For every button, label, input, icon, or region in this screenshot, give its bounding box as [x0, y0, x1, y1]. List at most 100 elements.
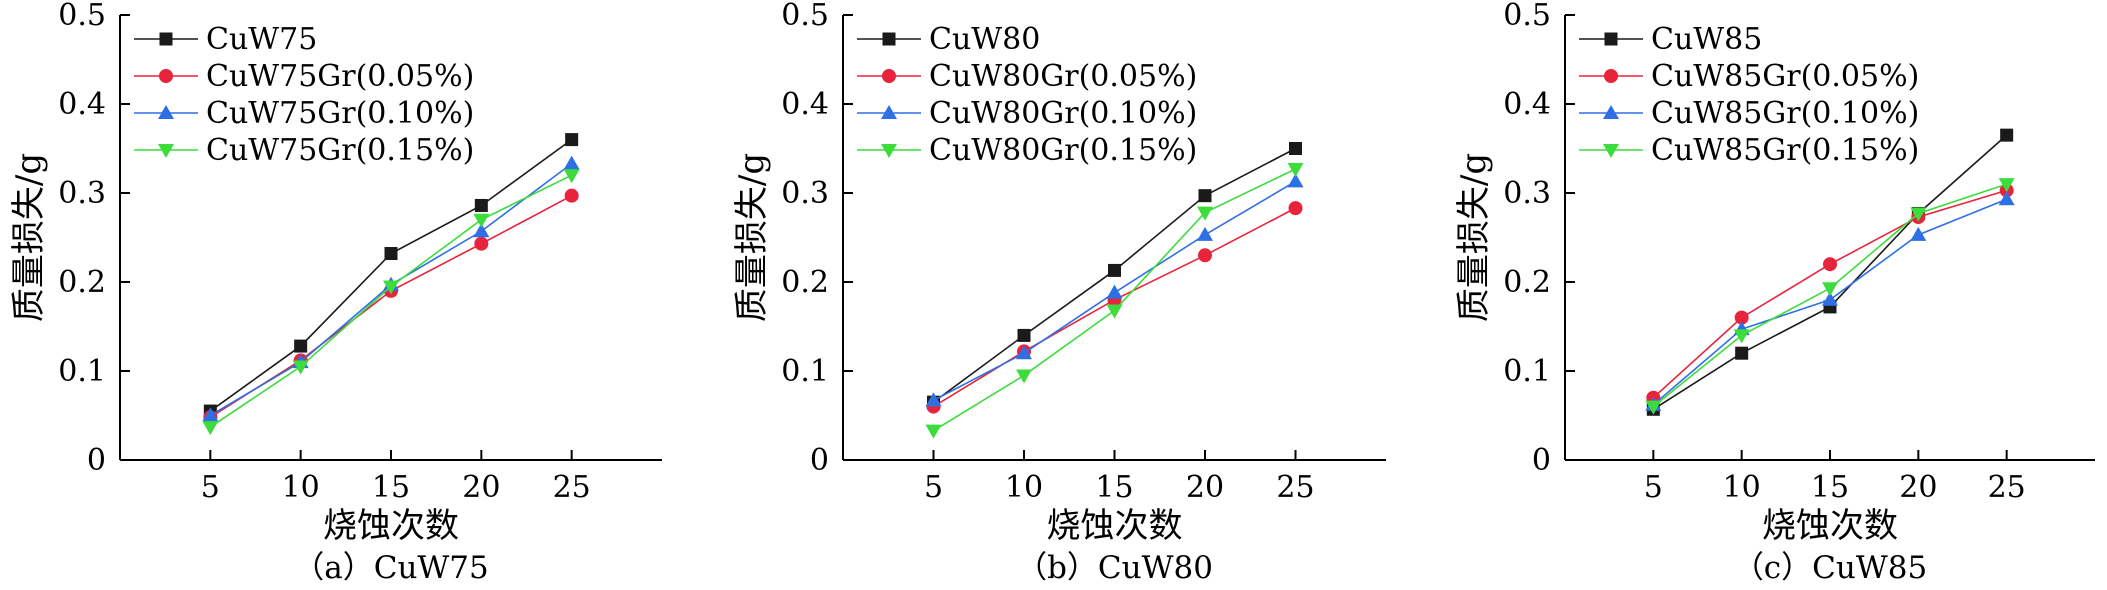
legend-marker [1604, 32, 1618, 46]
data-point [1289, 142, 1302, 155]
legend-label: CuW80 [929, 22, 1040, 57]
y-tick-label: 0.1 [781, 354, 829, 389]
data-point [1998, 178, 2015, 193]
legend-label: CuW75Gr(0.15%) [206, 133, 474, 168]
legend-item: CuW85Gr(0.10%) [1579, 96, 1919, 131]
legend: CuW85CuW85Gr(0.05%)CuW85Gr(0.10%)CuW85Gr… [1579, 22, 1919, 168]
series-3 [925, 173, 1304, 407]
series-1 [927, 142, 1302, 409]
x-tick-label: 15 [372, 470, 410, 505]
legend-item: CuW75 [134, 22, 317, 57]
legend-marker [1603, 105, 1619, 119]
y-tick-label: 0.3 [1503, 176, 1551, 211]
y-tick-label: 0.1 [58, 354, 106, 389]
data-point [564, 188, 579, 203]
data-point [1733, 329, 1750, 344]
data-point [1108, 263, 1121, 277]
y-tick-label: 0.4 [781, 87, 829, 122]
x-tick-label: 10 [1723, 470, 1761, 505]
legend: CuW75CuW75Gr(0.05%)CuW75Gr(0.10%)CuW75Gr… [134, 22, 474, 168]
series-line [209, 174, 573, 428]
data-point [1016, 369, 1032, 384]
legend-item: CuW85Gr(0.15%) [1579, 133, 1919, 168]
x-tick-label: 20 [462, 470, 500, 505]
y-tick-label: 0.5 [58, 0, 106, 33]
legend-item: CuW80Gr(0.10%) [857, 96, 1197, 131]
y-tick-label: 0.2 [781, 265, 829, 300]
x-tick-label: 25 [1988, 470, 2026, 505]
series-2 [203, 188, 579, 425]
data-point [563, 155, 580, 170]
legend-label: CuW80Gr(0.15%) [929, 133, 1197, 168]
x-tick-label: 10 [282, 470, 320, 505]
data-point [292, 360, 309, 375]
legend-label: CuW75Gr(0.10%) [206, 96, 474, 131]
data-point [925, 424, 942, 439]
data-point [1823, 257, 1837, 272]
legend-label: CuW80Gr(0.05%) [929, 59, 1197, 94]
legend-marker [1604, 69, 1618, 83]
x-tick-label: 10 [1005, 470, 1043, 505]
legend-marker [881, 105, 897, 119]
data-point [384, 247, 398, 261]
legend-label: CuW80Gr(0.10%) [929, 96, 1197, 131]
y-tick-label: 0.5 [1503, 0, 1551, 33]
chart-panel-1: 0 0.1 0.2 0.3 0.4 0.5 5 10 15 20 25 烧蚀次数 质量损失/g （a）Cu… [9, 0, 662, 586]
y-tick-label: 0.4 [58, 87, 106, 122]
series-4 [1645, 178, 2015, 415]
y-axis-title: 质量损失/g [732, 153, 772, 322]
legend-marker [159, 69, 173, 83]
data-point [1910, 207, 1927, 222]
data-point [925, 392, 942, 407]
data-point [1106, 284, 1123, 299]
data-point [1197, 226, 1213, 241]
y-tick-label: 0.4 [1503, 87, 1551, 122]
x-tick-label: 15 [1811, 470, 1849, 505]
y-tick-label: 0 [1532, 443, 1551, 478]
chart-panel-2: 0 0.1 0.2 0.3 0.4 0.5 5 10 15 20 25 烧蚀次数 质量损失/g （b）Cu… [732, 0, 1386, 586]
y-tick-label: 0.5 [781, 0, 829, 33]
y-tick-label: 0.3 [58, 176, 106, 211]
data-point [1017, 328, 1031, 342]
y-axis-title: 质量损失/g [9, 153, 49, 322]
data-point [1198, 189, 1212, 203]
x-tick-label: 5 [1644, 470, 1663, 505]
y-axis-title: 质量损失/g [1454, 153, 1494, 322]
data-point [1822, 291, 1838, 306]
data-point [1287, 173, 1304, 188]
y-tick-label: 0 [87, 443, 106, 478]
x-tick-label: 20 [1899, 470, 1937, 505]
legend-marker [158, 144, 174, 158]
data-point [202, 407, 219, 422]
series-4 [202, 169, 580, 436]
y-tick-label: 0.3 [781, 176, 829, 211]
series-1 [203, 133, 579, 418]
legend-item: CuW80 [857, 22, 1040, 57]
data-point [565, 133, 579, 147]
data-point [474, 236, 489, 251]
legend-marker [882, 69, 896, 83]
y-tick-label: 0.2 [1503, 265, 1551, 300]
data-point [2000, 128, 2014, 142]
data-point [1822, 282, 1838, 297]
x-axis-title: 烧蚀次数 [1762, 506, 1898, 546]
legend-item: CuW80Gr(0.15%) [857, 133, 1197, 168]
data-point [1734, 310, 1749, 325]
legend-marker [882, 32, 896, 46]
legend-label: CuW75 [206, 22, 317, 57]
legend-item: CuW85Gr(0.05%) [1579, 59, 1919, 94]
data-point [1645, 400, 1662, 415]
y-tick-label: 0.1 [1503, 354, 1551, 389]
data-point [1288, 201, 1303, 216]
series-3 [1645, 191, 2015, 411]
panel-caption: （a）CuW75 [293, 550, 488, 586]
legend-label: CuW85 [1651, 22, 1762, 57]
legend: CuW80CuW80Gr(0.05%)CuW80Gr(0.10%)CuW80Gr… [857, 22, 1197, 168]
legend-item: CuW75Gr(0.15%) [134, 133, 474, 168]
data-point [1197, 206, 1213, 221]
legend-label: CuW85Gr(0.10%) [1651, 96, 1919, 131]
data-point [383, 280, 399, 295]
panel-caption: （c）CuW85 [1733, 550, 1927, 586]
chart-panel-3: 0 0.1 0.2 0.3 0.4 0.5 5 10 15 20 25 烧蚀次数 质量损失/g （c）Cu… [1454, 0, 2095, 586]
data-point [473, 213, 490, 228]
